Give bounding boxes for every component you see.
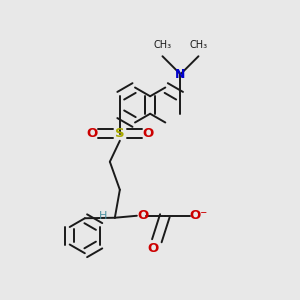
Text: O: O <box>147 242 158 255</box>
Text: N: N <box>175 68 186 81</box>
Text: S: S <box>115 127 125 140</box>
Text: O: O <box>137 209 148 222</box>
Text: O: O <box>142 127 154 140</box>
Text: O⁻: O⁻ <box>190 209 208 222</box>
Text: CH₃: CH₃ <box>189 40 208 50</box>
Text: O: O <box>86 127 98 140</box>
Text: H: H <box>99 211 107 221</box>
Text: CH₃: CH₃ <box>153 40 172 50</box>
